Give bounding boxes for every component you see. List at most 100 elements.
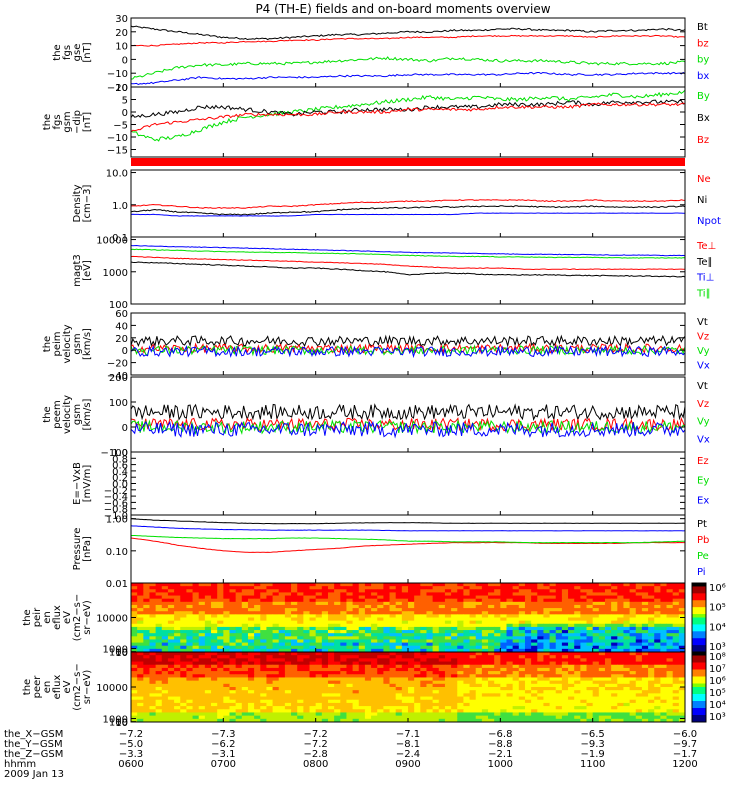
spectrogram-cell [438,667,446,672]
spectrogram-cell [444,690,452,694]
spectrogram-cell [586,658,594,663]
spectrogram-cell [518,709,526,713]
spectrogram-cell [137,693,144,698]
spectrogram-cell [611,645,618,650]
spectrogram-cell [426,639,434,644]
spectrogram-cell [241,664,249,669]
spectrogram-cell [235,690,243,694]
spectrogram-cell [672,687,680,691]
spectrogram-cell [315,604,323,609]
spectrogram-cell [137,696,144,701]
spectrogram-cell [463,677,471,682]
spectrogram-cell [186,667,194,672]
spectrogram-cell [598,611,606,615]
spectrogram-cell [149,690,157,694]
spectrogram-cell [272,614,280,618]
spectrogram-cell [143,674,150,678]
spectrogram-cell [666,601,674,606]
spectrogram-cell [666,658,674,663]
spectrogram-cell [204,611,212,615]
spectrogram-cell [254,595,261,600]
spectrogram-cell [568,595,575,600]
spectrogram-cell [278,598,286,603]
spectrogram-cell [395,598,403,603]
spectrogram-cell [586,655,594,659]
spectrogram-cell [635,709,643,713]
spectrogram-cell [598,645,606,650]
spectrogram-cell [549,690,557,694]
spectrogram-cell [401,636,409,640]
spectrogram-cell [247,702,255,707]
spectrogram-cell [229,683,237,688]
spectrogram-cell [149,589,157,593]
spectrogram-cell [654,586,661,590]
spectrogram-cell [518,652,526,656]
spectrogram-cell [524,709,532,713]
spectrogram-cell [383,683,391,688]
spectrogram-cell [531,693,538,698]
spectrogram-cell [229,611,237,615]
spectrogram-cell [580,611,588,615]
spectrogram-cell [358,671,366,675]
spectrogram-cell [401,687,409,691]
spectrogram-cell [192,712,200,717]
spectrogram-cell [488,642,495,647]
y-tick-label: 0.8 [112,454,128,465]
spectrogram-cell [543,633,551,637]
spectrogram-cell [604,658,612,663]
spectrogram-cell [167,696,175,701]
spectrogram-cell [426,636,434,640]
spectrogram-cell [278,639,286,644]
spectrogram-cell [254,690,261,694]
spectrogram-cell [475,623,483,628]
spectrogram-cell [327,687,335,691]
spectrogram-cell [660,642,668,647]
spectrogram-cell [641,633,649,637]
spectrogram-cell [568,648,575,653]
spectrogram-cell [377,608,384,612]
spectrogram-cell [217,699,224,704]
spectrogram-cell [524,645,532,650]
spectrogram-cell [315,592,323,597]
spectrogram-cell [524,583,532,587]
spectrogram-cell [481,706,489,710]
spectrogram-cell [334,693,341,698]
y-axis-label-line: peer [32,675,43,699]
spectrogram-cell [303,595,311,600]
spectrogram-cell [518,626,526,631]
spectrogram-cell [635,648,643,653]
spectrogram-cell [524,664,532,669]
spectrogram-cell [629,611,637,615]
spectrogram-cell [358,648,366,653]
spectrogram-cell [408,601,415,606]
spectrogram-cell [389,617,397,622]
spectrogram-cell [260,601,267,606]
spectrogram-cell [420,608,427,612]
spectrogram-cell [629,712,637,717]
spectrogram-cell [186,623,194,628]
spectrogram-cell [266,626,274,631]
spectrogram-cell [149,671,157,675]
spectrogram-cell [241,671,249,675]
spectrogram-cell [401,683,409,688]
spectrogram-cell [518,667,526,672]
spectrogram-cell [598,630,606,634]
spectrogram-cell [358,652,366,656]
spectrogram-cell [635,677,643,682]
spectrogram-cell [426,617,434,622]
spectrogram-cell [401,709,409,713]
spectrogram-cell [518,702,526,707]
colorbar-segment [692,614,706,618]
spectrogram-cell [371,642,378,647]
spectrogram-cell [266,583,274,587]
spectrogram-cell [371,623,378,628]
spectrogram-cell [155,601,163,606]
spectrogram-cell [549,667,557,672]
spectrogram-cell [401,583,409,587]
spectrogram-cell [617,658,624,663]
spectrogram-cell [241,702,249,707]
spectrogram-cell [617,626,624,631]
spectrogram-cell [180,687,187,691]
spectrogram-cell [580,693,588,698]
